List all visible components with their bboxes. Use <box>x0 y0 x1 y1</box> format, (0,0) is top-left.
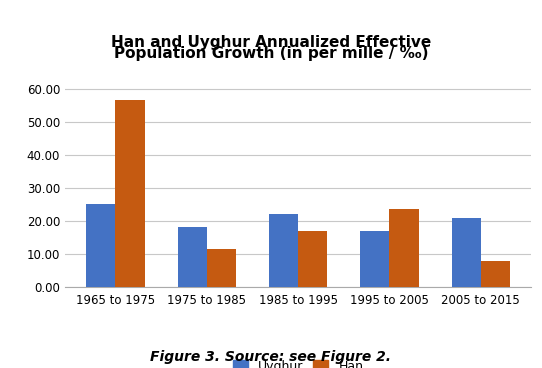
Text: Figure 3. Source: see Figure 2.: Figure 3. Source: see Figure 2. <box>151 350 391 364</box>
Bar <box>451 219 481 287</box>
Bar <box>86 204 115 287</box>
Text: Han and Uyghur Annualized Effective: Han and Uyghur Annualized Effective <box>111 35 431 50</box>
Bar <box>360 231 389 287</box>
Bar <box>178 227 207 287</box>
Bar <box>389 209 418 287</box>
Bar <box>481 261 510 287</box>
Bar <box>269 214 298 287</box>
Bar <box>207 249 236 287</box>
Legend: Uyghur, Han: Uyghur, Han <box>228 355 368 368</box>
Bar <box>298 231 327 287</box>
Text: Population Growth (in per mille / ‰): Population Growth (in per mille / ‰) <box>114 46 428 61</box>
Bar <box>115 100 145 287</box>
